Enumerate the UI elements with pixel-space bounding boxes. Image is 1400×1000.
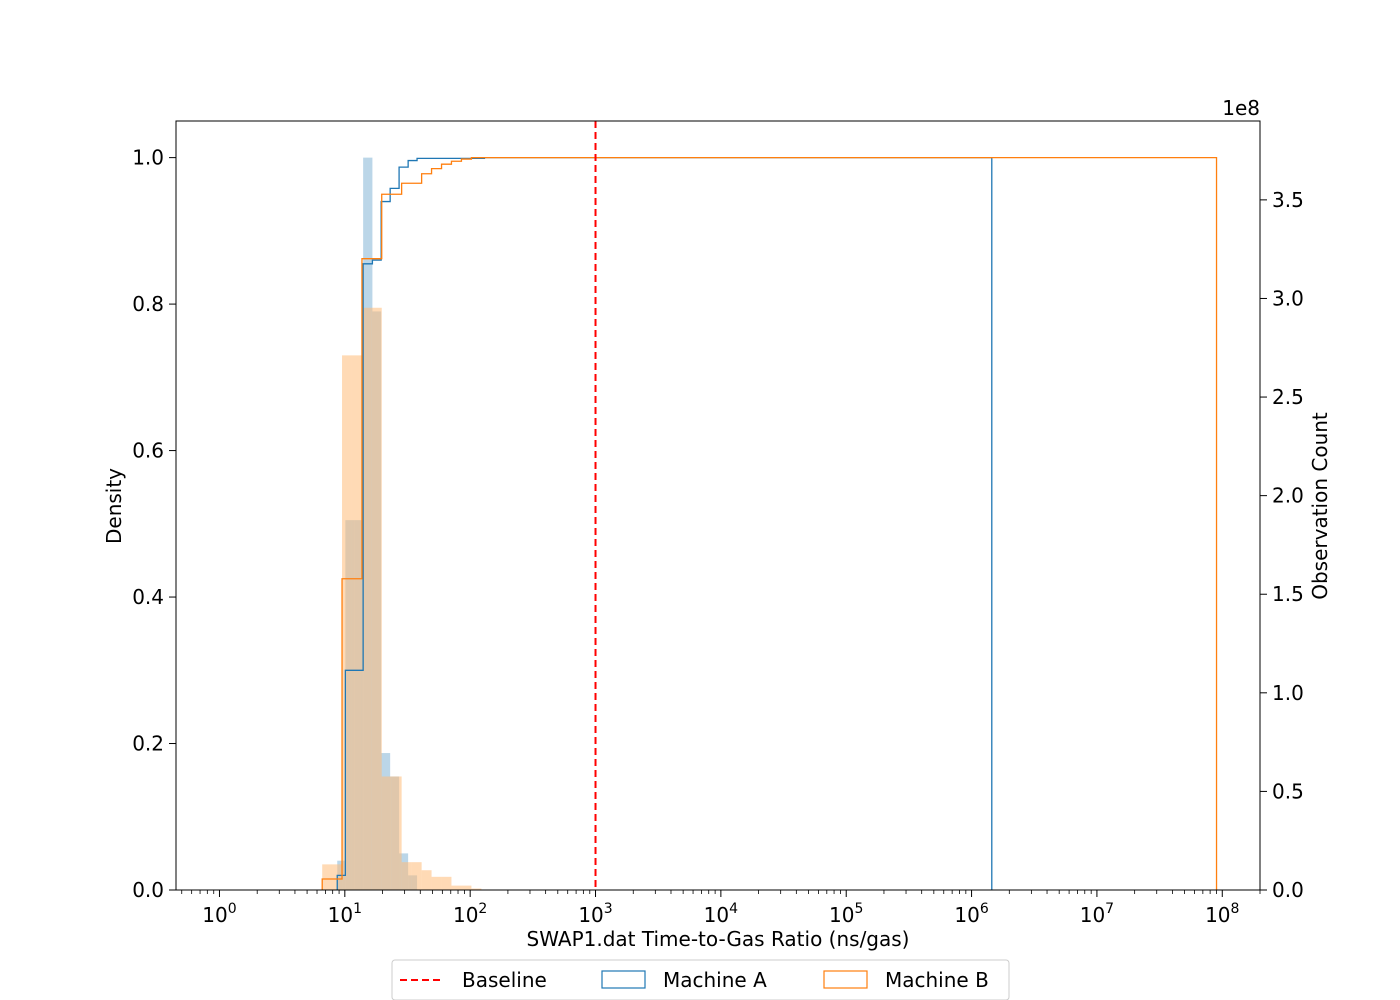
plot-area	[175, 120, 1261, 891]
machine-b-density-bar	[371, 307, 382, 890]
machine-b-density-bar	[411, 862, 422, 890]
machine-b-density-bar	[451, 885, 462, 890]
x-axis: 100 101 102 103 104 105 106 107 108	[181, 890, 1261, 927]
legend-machine-a-swatch	[601, 970, 646, 989]
right-y-axis-label: Observation Count	[1308, 412, 1332, 600]
left-y-axis: 0.0 0.2 0.4 0.6 0.8 1.0	[132, 146, 176, 902]
right-axis-offset-label: 1e8	[1222, 96, 1260, 120]
machine-b-density-bar	[441, 876, 452, 890]
legend-machine-a-label: Machine A	[663, 968, 767, 992]
density-bars	[322, 157, 482, 890]
plot-border	[175, 120, 1261, 891]
machine-b-density-bar	[391, 776, 402, 890]
left-tick-label: 0.8	[132, 292, 164, 316]
machine-b-density-bar	[421, 870, 432, 890]
right-tick-label: 1.5	[1272, 582, 1304, 606]
legend-baseline-label: Baseline	[462, 968, 547, 992]
x-tick-label: 101	[328, 901, 362, 927]
x-tick-label: 106	[954, 901, 988, 927]
left-tick-label: 0.4	[132, 585, 164, 609]
legend: Baseline Machine A Machine B	[391, 959, 1010, 1000]
plot-frame	[176, 121, 1260, 890]
right-tick-label: 0.5	[1272, 779, 1304, 803]
x-tick-label: 100	[202, 901, 236, 927]
right-tick-label: 3.5	[1272, 188, 1304, 212]
machine-b-density-bar	[322, 864, 332, 890]
left-tick-label: 0.0	[132, 878, 164, 902]
x-tick-label: 103	[578, 901, 612, 927]
right-tick-label: 3.0	[1272, 286, 1304, 310]
machine-b-density-bar	[361, 307, 372, 890]
machine-b-density-bar	[461, 885, 472, 890]
legend-machine-b-swatch	[823, 970, 868, 989]
x-axis-label: SWAP1.dat Time-to-Gas Ratio (ns/gas)	[527, 927, 910, 951]
machine-b-density-bar	[351, 355, 362, 890]
machine-b-density-bar	[431, 876, 442, 890]
left-y-axis-label: Density	[102, 468, 126, 544]
cumulative-steps	[321, 156, 1218, 890]
machine-b-density-bar	[342, 355, 352, 890]
legend-frame	[391, 959, 1010, 1000]
legend-machine-b-label: Machine B	[885, 968, 989, 992]
right-y-axis: 0.0 0.5 1.0 1.5 2.0 2.5 3.0 3.5	[1260, 188, 1304, 902]
machine-b-density-bar	[401, 862, 412, 890]
machine-a-cumulative-step	[336, 156, 993, 890]
right-tick-label: 0.0	[1272, 878, 1304, 902]
right-tick-label: 2.0	[1272, 484, 1304, 508]
machine-b-density-bar	[381, 776, 392, 890]
x-tick-label: 102	[453, 901, 487, 927]
x-tick-label: 108	[1205, 901, 1239, 927]
x-tick-label: 104	[704, 901, 738, 927]
left-tick-label: 1.0	[132, 146, 164, 170]
x-tick-label: 107	[1080, 901, 1114, 927]
right-tick-label: 2.5	[1272, 385, 1304, 409]
left-tick-label: 0.2	[132, 732, 164, 756]
machine-b-cumulative-step	[321, 156, 1218, 890]
machine-b-density-bar	[471, 888, 482, 890]
right-tick-label: 1.0	[1272, 681, 1304, 705]
x-tick-label: 105	[829, 901, 863, 927]
left-tick-label: 0.6	[132, 439, 164, 463]
